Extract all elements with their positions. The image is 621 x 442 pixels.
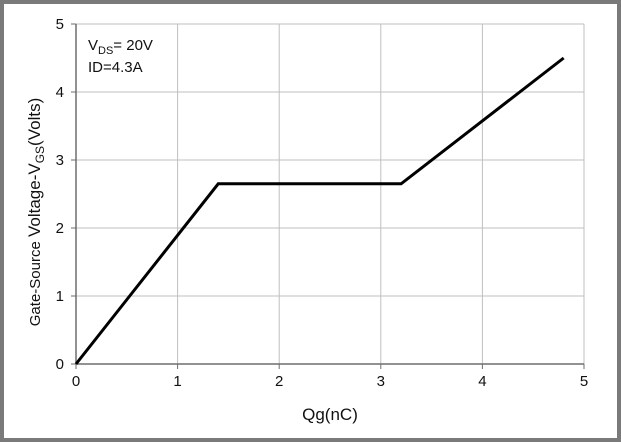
x-tick-label: 1	[173, 373, 181, 390]
grid-lines	[76, 23, 585, 364]
y-tick-label: 3	[56, 152, 64, 169]
x-tick-label: 5	[580, 373, 588, 390]
y-tick-label: 5	[56, 16, 64, 33]
y-tick-label: 4	[56, 84, 64, 101]
y-tick-label: 0	[56, 356, 64, 373]
y-tick-label: 2	[56, 220, 64, 237]
x-tick-label: 3	[377, 373, 385, 390]
vds-annotation: VDS= 20V	[88, 37, 153, 57]
y-axis-title-subscript: GS	[33, 146, 47, 163]
y-axis-title-main: Voltage-V	[25, 163, 44, 237]
tick-labels: 0 1 2 3 4 5 0 1 2 3 4 5	[56, 16, 589, 390]
x-tick-label: 0	[72, 373, 80, 390]
id-annotation: ID=4.3A	[88, 59, 143, 76]
y-tick-label: 1	[56, 288, 64, 305]
y-axis-title-prefix: Gate-Source	[27, 237, 44, 326]
vds-annotation-subscript: DS	[98, 45, 113, 57]
axes	[71, 23, 585, 369]
x-axis-title: Qg(nC)	[302, 405, 358, 424]
series-line-0	[74, 56, 565, 365]
y-axis-title-suffix: (Volts)	[25, 98, 44, 146]
y-axis-title: Gate-Source Voltage-VGS(Volts)	[25, 98, 47, 326]
vds-annotation-main: V	[88, 37, 98, 54]
series-lines	[74, 56, 565, 365]
x-tick-label: 2	[275, 373, 283, 390]
x-tick-label: 4	[478, 373, 486, 390]
vds-annotation-value: = 20V	[113, 37, 153, 54]
